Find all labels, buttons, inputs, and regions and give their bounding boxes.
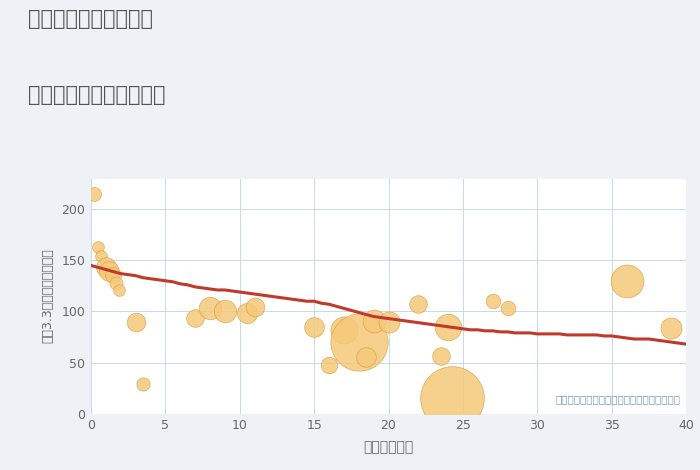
Point	[666, 324, 677, 331]
Point	[104, 267, 115, 274]
Point	[487, 298, 498, 305]
Point	[96, 252, 107, 260]
Point	[435, 352, 446, 360]
Point	[447, 394, 458, 402]
Point	[323, 361, 335, 368]
Point	[113, 286, 125, 294]
Point	[309, 323, 320, 330]
Text: 円の大きさは、取引のあった物件面積を示す: 円の大きさは、取引のあった物件面積を示す	[555, 394, 680, 404]
Point	[383, 318, 394, 325]
Point	[204, 305, 216, 312]
Text: 築年数別中古戸建て価格: 築年数別中古戸建て価格	[28, 85, 165, 105]
Point	[368, 317, 379, 324]
Point	[190, 314, 201, 321]
Text: 兵庫県西宮市鞍掛町の: 兵庫県西宮市鞍掛町の	[28, 9, 153, 30]
Point	[360, 353, 372, 361]
Point	[249, 304, 260, 311]
Point	[137, 380, 148, 388]
Point	[100, 264, 111, 271]
X-axis label: 築年数（年）: 築年数（年）	[363, 440, 414, 454]
Point	[108, 271, 119, 278]
Point	[93, 243, 104, 251]
Point	[88, 190, 99, 198]
Point	[111, 279, 122, 287]
Point	[353, 338, 364, 346]
Point	[241, 310, 253, 317]
Point	[338, 326, 349, 334]
Point	[413, 300, 424, 308]
Point	[130, 318, 141, 325]
Y-axis label: 坪（3.3㎡）単価（万円）: 坪（3.3㎡）単価（万円）	[41, 249, 55, 344]
Point	[442, 323, 454, 330]
Point	[219, 308, 230, 315]
Point	[502, 305, 513, 312]
Point	[621, 277, 632, 284]
